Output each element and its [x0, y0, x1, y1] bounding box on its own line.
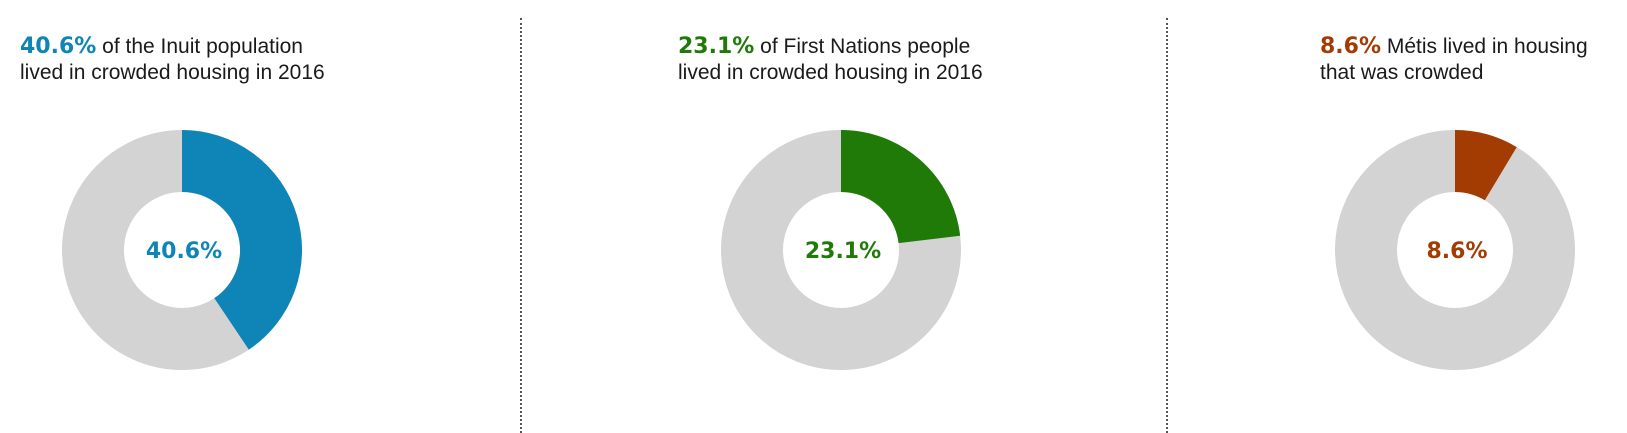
panel-heading: 23.1% of First Nations people lived in c…: [678, 34, 983, 86]
heading-line-2: lived in crowded housing in 2016: [20, 61, 325, 84]
heading-text: of the Inuit population: [96, 35, 303, 58]
donut-chart: 8.6%: [1335, 130, 1575, 370]
donut-slice: [839, 130, 961, 245]
donut-center-label: 23.1%: [805, 239, 881, 264]
donut-center-label: 40.6%: [146, 239, 222, 264]
highlight-percent: 40.6%: [20, 34, 97, 59]
donut-chart: 40.6%: [62, 130, 302, 370]
divider-2: [1166, 18, 1168, 433]
highlight-percent: 8.6%: [1320, 34, 1382, 59]
donut-center-label: 8.6%: [1426, 239, 1487, 264]
heading-line-1: 23.1% of First Nations people: [678, 34, 983, 60]
heading-line-1: 40.6% of the Inuit population: [20, 34, 325, 60]
highlight-percent: 23.1%: [678, 34, 755, 59]
heading-text: Métis lived in housing: [1381, 35, 1588, 58]
panel-first-nations: 23.1% of First Nations people lived in c…: [521, 0, 1166, 433]
donut-slice: [180, 130, 302, 350]
panel-heading: 8.6% Métis lived in housing that was cro…: [1320, 34, 1588, 86]
panel-metis: 8.6% Métis lived in housing that was cro…: [1167, 0, 1627, 433]
heading-line-2: that was crowded: [1320, 61, 1484, 84]
heading-text: of First Nations people: [754, 35, 971, 58]
divider-1: [520, 18, 522, 433]
heading-line-1: 8.6% Métis lived in housing: [1320, 34, 1588, 60]
panel-inuit: 40.6% of the Inuit population lived in c…: [0, 0, 520, 433]
donut-slice: [1453, 130, 1517, 201]
donut-chart: 23.1%: [721, 130, 961, 370]
heading-line-2: lived in crowded housing in 2016: [678, 61, 983, 84]
panel-heading: 40.6% of the Inuit population lived in c…: [20, 34, 325, 86]
